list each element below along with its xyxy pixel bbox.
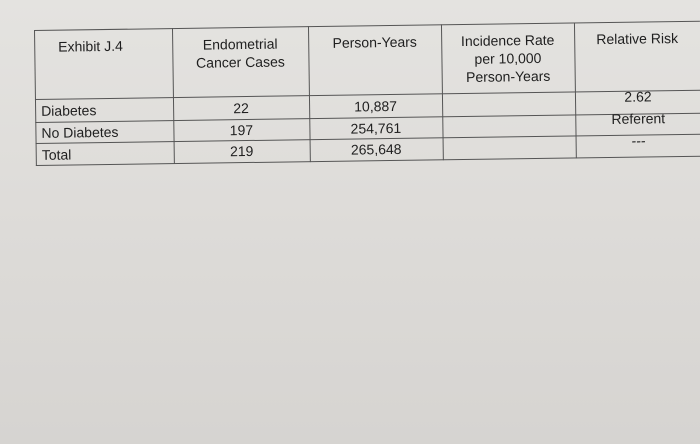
row-label-diabetes: Diabetes <box>41 102 97 119</box>
relative-risk-total: --- <box>631 132 646 149</box>
relative-risk-diabetes: 2.62 <box>624 88 652 105</box>
person-years-header: Person-Years <box>332 33 417 51</box>
cases-diabetes: 22 <box>233 100 250 117</box>
person-years-no-diabetes: 254,761 <box>350 119 402 137</box>
relative-risk-no-diabetes: Referent <box>611 110 666 127</box>
row-label-no-diabetes: No Diabetes <box>41 123 119 141</box>
cases-header: Endometrial Cancer Cases <box>172 34 308 72</box>
exhibit-table: Exhibit J.4 Endometrial Cancer Cases Per… <box>34 20 700 166</box>
incidence-header-line2: per 10,000 <box>474 49 542 67</box>
person-years-diabetes: 10,887 <box>354 97 398 115</box>
person-years-total: 265,648 <box>350 140 402 158</box>
cases-total: 219 <box>229 142 254 160</box>
cases-header-line1: Endometrial <box>202 35 278 53</box>
row-label-total: Total <box>41 146 72 163</box>
incidence-header: Incidence Rate per 10,000 Person-Years <box>441 30 575 86</box>
incidence-header-line3: Person-Years <box>465 67 551 85</box>
relative-risk-header: Relative Risk <box>596 30 679 48</box>
incidence-diabetes <box>442 94 575 96</box>
cases-header-line2: Cancer Cases <box>196 53 285 71</box>
cases-no-diabetes: 197 <box>229 121 254 139</box>
exhibit-title: Exhibit J.4 <box>58 37 123 55</box>
incidence-header-line1: Incidence Rate <box>460 31 555 50</box>
